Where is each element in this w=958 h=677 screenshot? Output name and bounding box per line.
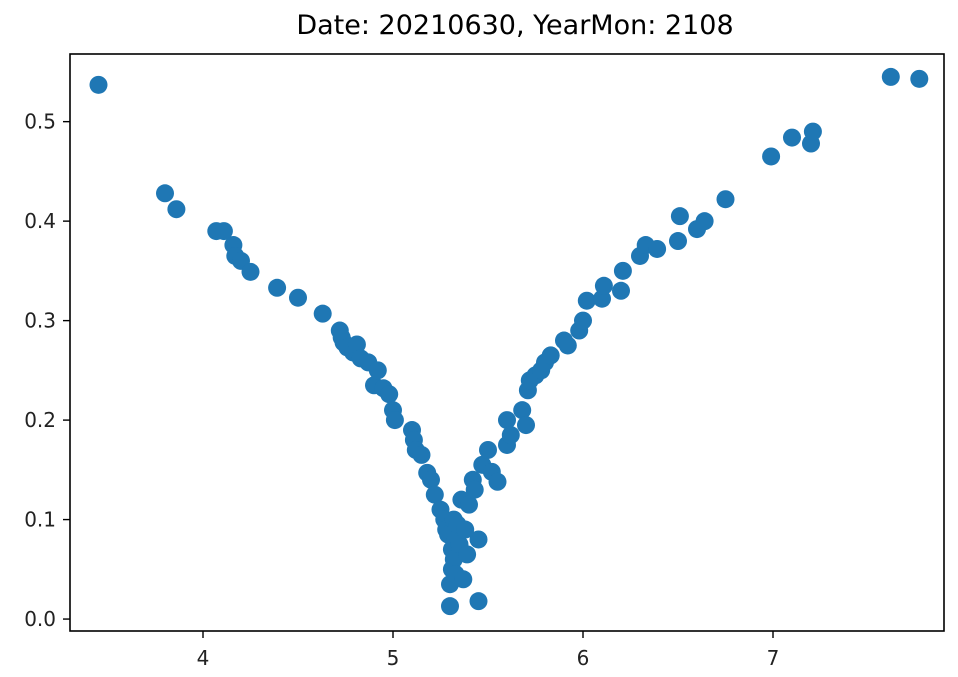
plot-area-frame xyxy=(69,53,945,632)
data-point xyxy=(289,288,307,307)
x-tick-label: 5 xyxy=(387,646,400,670)
y-tick-label: 0.4 xyxy=(24,209,56,233)
data-point xyxy=(695,212,714,231)
data-point xyxy=(612,281,630,300)
y-tick-label: 0.1 xyxy=(24,508,56,532)
data-point xyxy=(541,346,560,365)
data-point xyxy=(469,530,488,549)
data-point xyxy=(716,190,735,209)
data-point xyxy=(479,440,497,459)
data-point xyxy=(214,222,233,241)
x-tick-label: 4 xyxy=(197,646,210,670)
data-point xyxy=(648,239,667,258)
data-point xyxy=(385,411,404,430)
x-tick-label: 6 xyxy=(577,646,590,670)
data-point xyxy=(89,75,108,94)
data-point xyxy=(454,570,473,589)
data-point xyxy=(460,495,478,514)
data-point xyxy=(669,232,687,251)
data-point xyxy=(513,401,532,420)
data-point xyxy=(881,67,900,86)
data-point xyxy=(558,336,577,355)
y-axis-ticks: 0.0 0.1 0.2 0.3 0.4 0.5 xyxy=(24,110,70,631)
data-point xyxy=(469,592,488,611)
data-point xyxy=(783,128,801,147)
y-tick-label: 0.2 xyxy=(24,408,56,432)
y-tick-label: 0.3 xyxy=(24,309,56,333)
data-point xyxy=(670,207,689,226)
data-points xyxy=(89,67,929,616)
data-point xyxy=(167,200,186,219)
data-point xyxy=(501,426,520,445)
y-tick-label: 0.5 xyxy=(24,110,56,134)
data-point xyxy=(803,122,822,141)
data-point xyxy=(465,480,484,499)
data-point xyxy=(156,184,174,203)
data-point xyxy=(368,361,387,380)
data-point xyxy=(425,485,444,504)
y-tick-label: 0.0 xyxy=(24,607,56,631)
data-point xyxy=(762,147,781,166)
chart-title: Date: 20210630, YearMon: 2108 xyxy=(296,10,733,41)
data-point xyxy=(517,416,535,435)
data-point xyxy=(313,304,332,323)
data-point xyxy=(347,335,366,354)
data-point xyxy=(574,311,592,330)
x-tick-label: 7 xyxy=(767,646,780,670)
data-point xyxy=(241,262,260,281)
data-point xyxy=(488,472,507,491)
data-point xyxy=(458,545,477,564)
data-point xyxy=(910,69,929,88)
data-point xyxy=(441,597,459,616)
data-point xyxy=(613,261,632,280)
data-point xyxy=(594,276,613,295)
data-point xyxy=(456,520,475,539)
x-axis-ticks: 4 5 6 7 xyxy=(197,631,780,670)
data-point xyxy=(422,470,440,489)
data-point xyxy=(412,445,431,464)
data-point xyxy=(380,385,399,404)
data-point xyxy=(268,278,287,297)
data-point xyxy=(498,411,516,430)
data-point xyxy=(577,291,596,310)
